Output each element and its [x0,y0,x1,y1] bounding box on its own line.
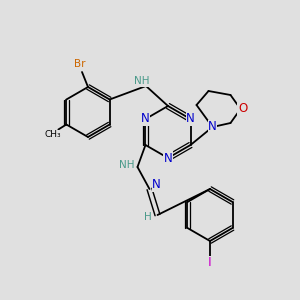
Text: N: N [141,112,150,125]
Text: N: N [164,152,172,164]
Text: NH: NH [134,76,150,86]
Text: O: O [238,103,247,116]
Text: NH: NH [119,160,134,170]
Text: N: N [208,121,217,134]
Text: Br: Br [74,59,86,69]
Text: CH₃: CH₃ [44,130,61,139]
Text: N: N [152,178,161,191]
Text: N: N [186,112,195,125]
Text: I: I [208,256,212,269]
Text: H: H [144,212,152,222]
